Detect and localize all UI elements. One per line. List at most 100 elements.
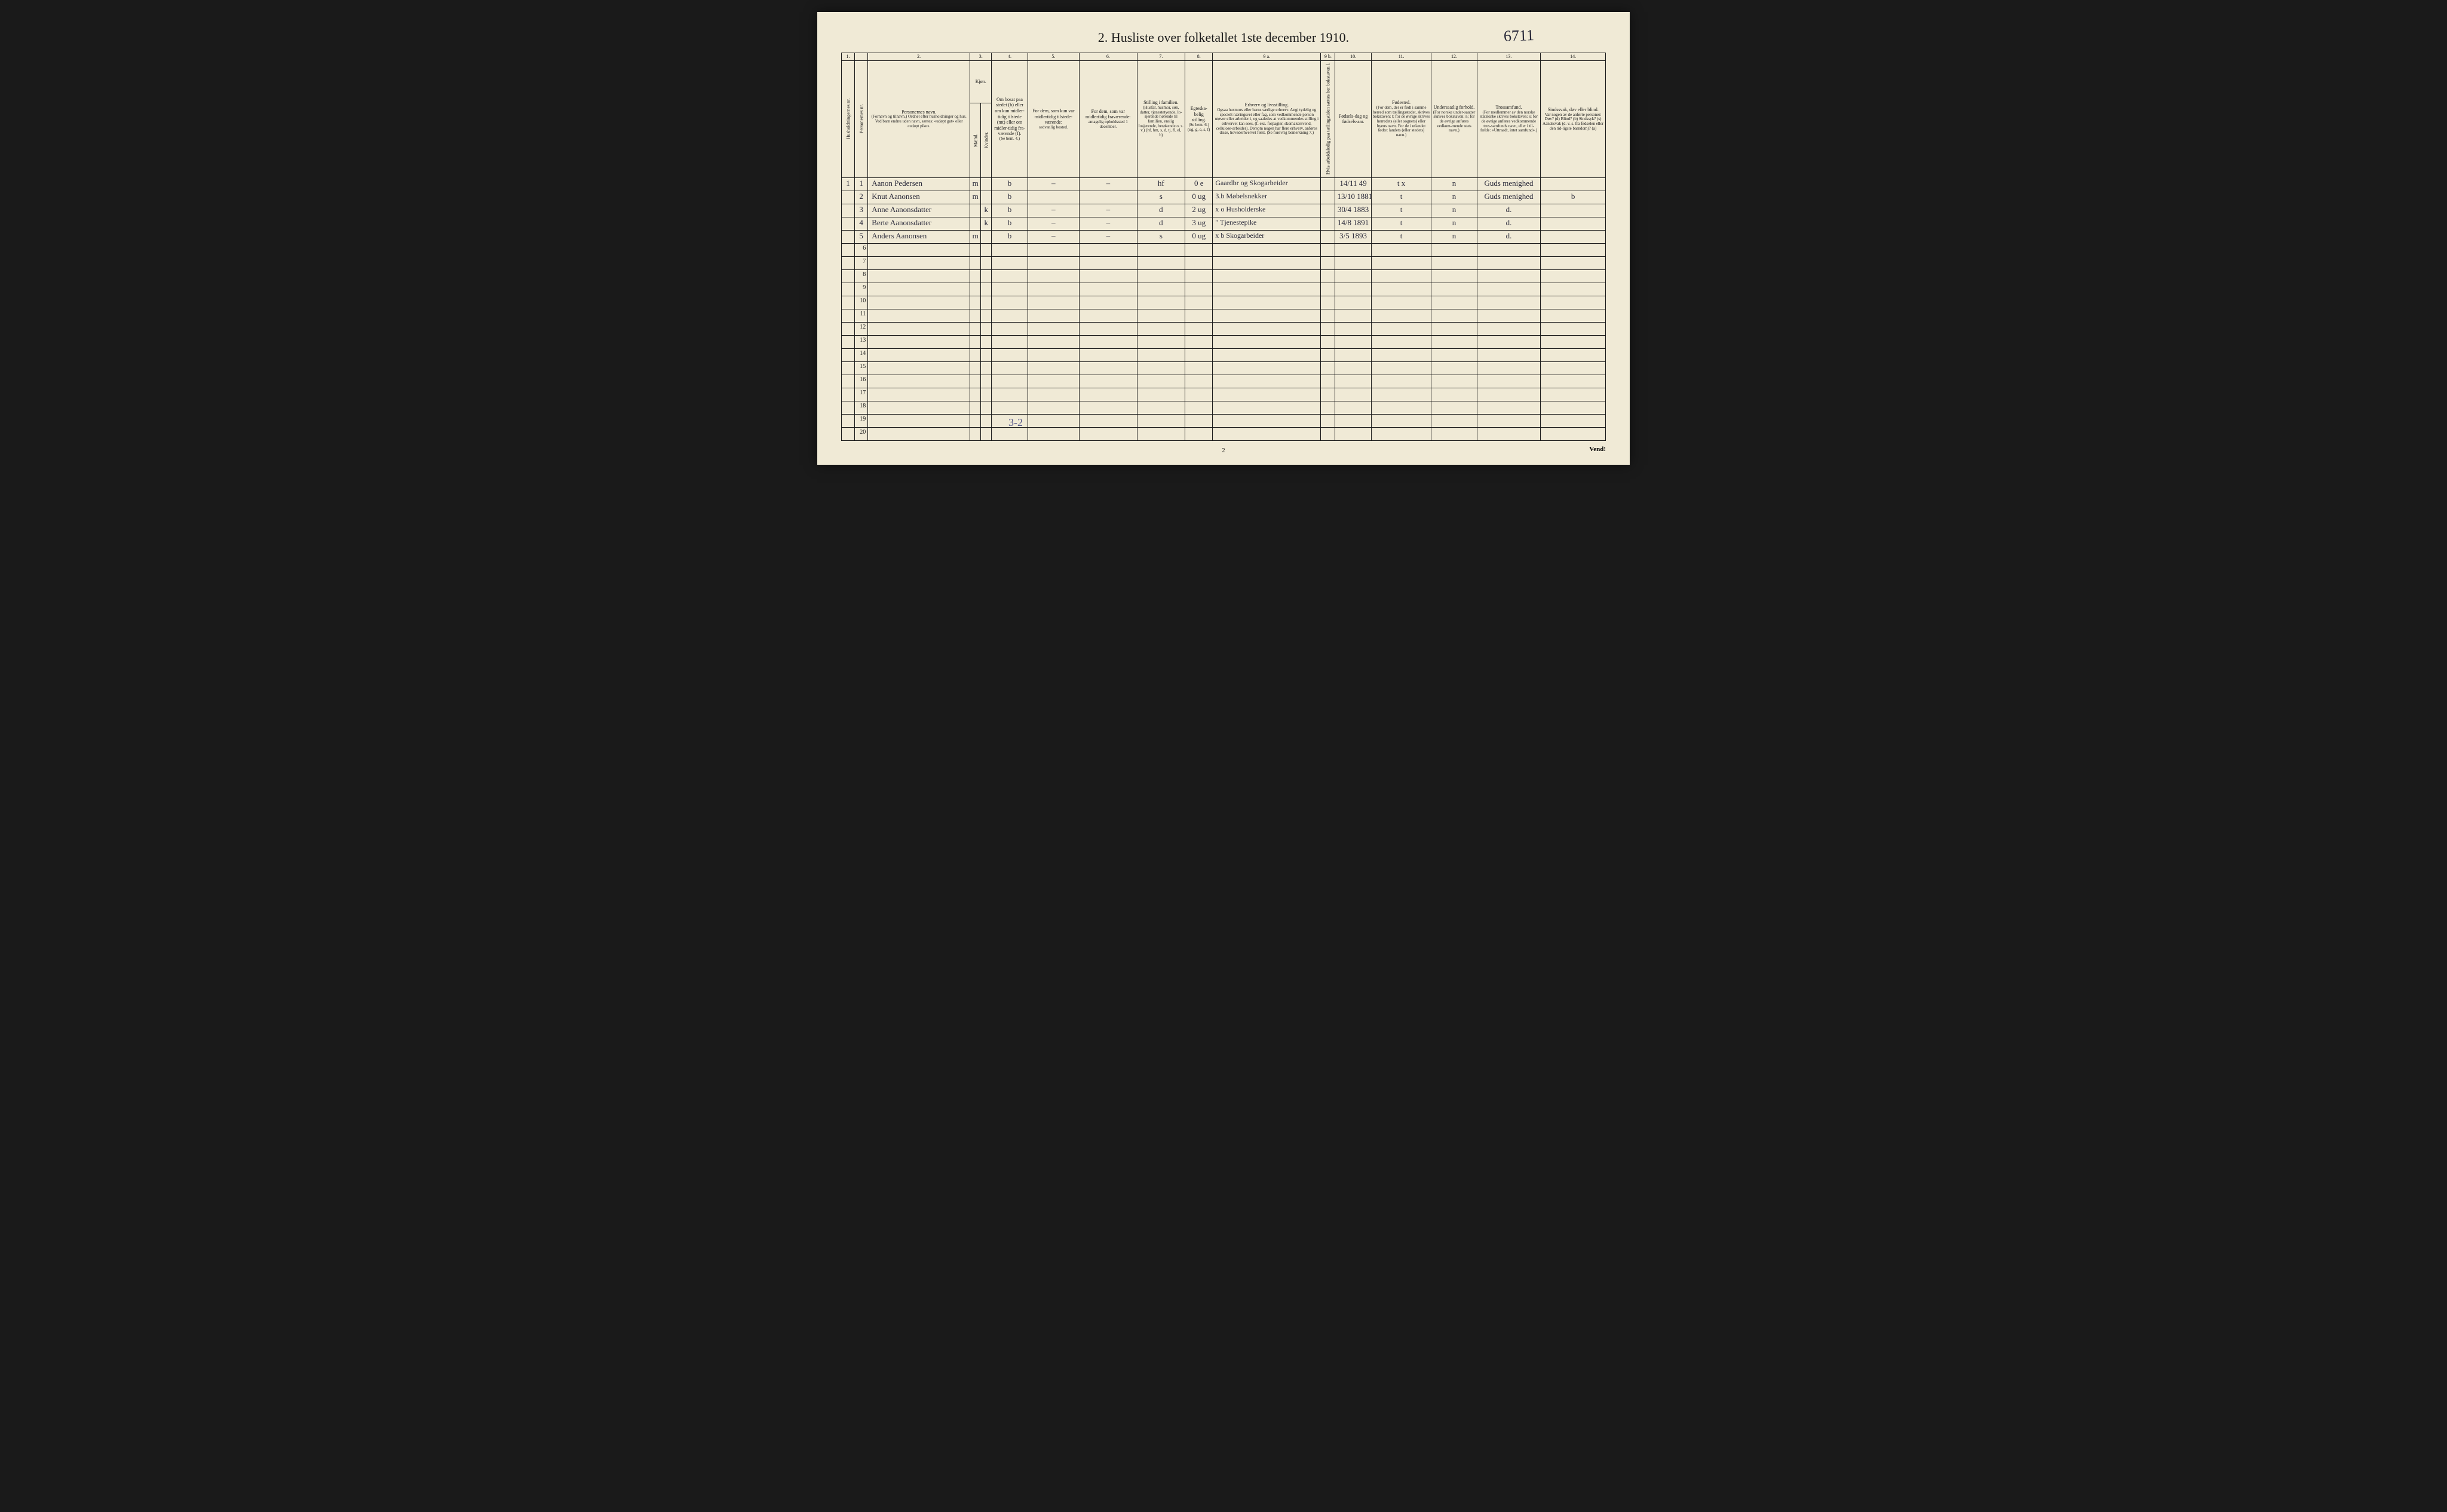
cell-empty [1321, 401, 1335, 414]
cell-empty [1028, 427, 1079, 440]
col-fodested: Fødested. (For dem, der er født i samme … [1371, 60, 1431, 177]
cell-empty [1080, 243, 1137, 256]
cell-empty [1321, 256, 1335, 269]
cell-empty: 12 [855, 322, 868, 335]
cell-empty [970, 335, 981, 348]
cell-empty [1477, 335, 1541, 348]
cell-empty [1028, 322, 1079, 335]
cell-empty [1541, 361, 1606, 375]
cell-empty [981, 427, 992, 440]
cell-empty [1137, 296, 1185, 309]
cell-empty [1371, 414, 1431, 427]
cell-empty [1028, 388, 1079, 401]
cell-empty [970, 269, 981, 283]
cell-m: m [970, 177, 981, 191]
cell-empty [842, 388, 855, 401]
cell-fra: – [1080, 230, 1137, 243]
cell-empty [1080, 361, 1137, 375]
col-undersaat-h: Undersaatlig forhold. [1434, 105, 1474, 110]
table-row-empty: 14 [842, 348, 1606, 361]
cell-empty [1080, 348, 1137, 361]
cell-empty [1213, 335, 1321, 348]
cell-empty [1185, 388, 1213, 401]
cell-empty [1477, 322, 1541, 335]
cell-fam: d [1137, 204, 1185, 217]
cell-sind [1541, 204, 1606, 217]
cell-pnr: 5 [855, 230, 868, 243]
cell-empty [868, 414, 970, 427]
col-undersaat-sub: (For norske under-saatter skrives boksta… [1433, 111, 1475, 133]
cell-empty [1185, 256, 1213, 269]
col-sind-sub: Var nogen av de anførte personer: Døv? (… [1542, 113, 1604, 131]
cell-mt: – [1028, 204, 1079, 217]
col-num: 7. [1137, 53, 1185, 61]
page-title: 2. Husliste over folketallet 1ste decemb… [841, 30, 1606, 45]
cell-k [981, 191, 992, 204]
cell-empty [1321, 414, 1335, 427]
cell-empty [842, 361, 855, 375]
col-tros-sub: (For medlemmer av den norske statskirke … [1479, 111, 1540, 133]
cell-empty [1213, 269, 1321, 283]
cell-empty [970, 243, 981, 256]
col-tros-h: Trossamfund. [1496, 105, 1522, 110]
cell-empty [1541, 243, 1606, 256]
col-num: 13. [1477, 53, 1541, 61]
cell-empty: 18 [855, 401, 868, 414]
cell-empty [1371, 348, 1431, 361]
cell-empty [1541, 256, 1606, 269]
cell-empty [981, 348, 992, 361]
cell-empty [981, 375, 992, 388]
table-row-empty: 13 [842, 335, 1606, 348]
cell-empty [1477, 361, 1541, 375]
cell-empty [1185, 348, 1213, 361]
cell-empty [1371, 427, 1431, 440]
cell-empty [1371, 361, 1431, 375]
cell-empty [1028, 296, 1079, 309]
cell-m: m [970, 230, 981, 243]
table-row-empty: 7 [842, 256, 1606, 269]
cell-empty [1335, 256, 1371, 269]
cell-empty [970, 256, 981, 269]
cell-empty [1080, 309, 1137, 322]
cell-empty [842, 309, 855, 322]
cell-empty [868, 427, 970, 440]
cell-hnr [842, 217, 855, 230]
cell-und: n [1431, 230, 1477, 243]
cell-empty [868, 322, 970, 335]
table-row-empty: 8 [842, 269, 1606, 283]
cell-egt: 0 ug [1185, 191, 1213, 204]
cell-empty [1541, 335, 1606, 348]
cell-fam: s [1137, 230, 1185, 243]
cell-led [1321, 177, 1335, 191]
cell-name: Knut Aanonsen [868, 191, 970, 204]
col-num: 9 b. [1321, 53, 1335, 61]
cell-empty [981, 388, 992, 401]
cell-empty [1028, 256, 1079, 269]
cell-m [970, 204, 981, 217]
cell-empty [1321, 309, 1335, 322]
cell-name: Berte Aanonsdatter [868, 217, 970, 230]
cell-empty [1028, 361, 1079, 375]
cell-empty [1335, 309, 1371, 322]
cell-empty [1080, 388, 1137, 401]
cell-empty [868, 348, 970, 361]
cell-empty [992, 361, 1028, 375]
cell-empty [842, 269, 855, 283]
table-row-empty: 9 [842, 283, 1606, 296]
cell-empty [970, 414, 981, 427]
col-fam: Stilling i familien. (Husfar, husmor, sø… [1137, 60, 1185, 177]
col-fra-sub: antagelig opholdssted 1 december. [1081, 120, 1136, 129]
cell-empty [1335, 335, 1371, 348]
cell-empty [1028, 269, 1079, 283]
cell-empty [1335, 322, 1371, 335]
cell-empty [970, 375, 981, 388]
cell-occ: 3.b Møbelsnekker [1213, 191, 1321, 204]
cell-dob: 30/4 1883 [1335, 204, 1371, 217]
cell-empty [1541, 414, 1606, 427]
cell-mt: – [1028, 177, 1079, 191]
cell-empty [981, 414, 992, 427]
col-fam-sub: (Husfar, husmor, søn, datter, tjenestety… [1139, 106, 1183, 138]
col-person-nr: Personernes nr. [855, 60, 868, 177]
cell-empty [842, 348, 855, 361]
cell-empty [1321, 348, 1335, 361]
